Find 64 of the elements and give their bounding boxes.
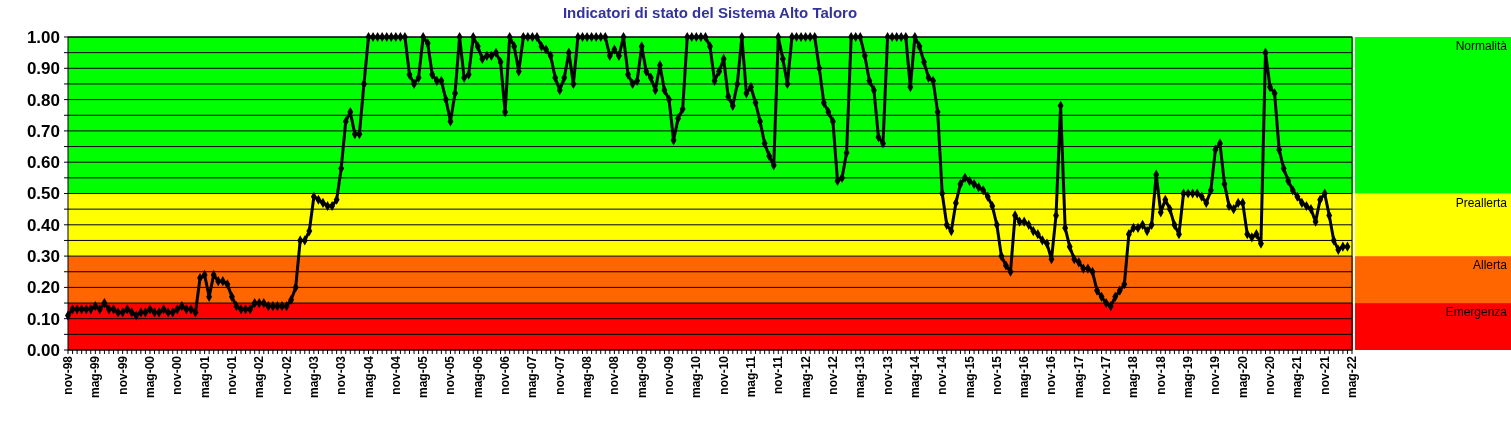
x-tick-label: mag-06 xyxy=(470,355,485,399)
x-tick-label: mag-02 xyxy=(252,355,267,399)
x-tick-label: nov-17 xyxy=(1099,355,1114,395)
x-tick-label: nov-18 xyxy=(1153,355,1168,395)
x-tick-label: mag-08 xyxy=(580,355,595,399)
y-tick-label: 0.30 xyxy=(26,247,60,267)
x-tick-label: mag-10 xyxy=(689,355,704,399)
x-tick-label: nov-01 xyxy=(224,355,239,395)
x-tick-label: mag-22 xyxy=(1345,355,1359,399)
x-tick-label: nov-05 xyxy=(443,355,458,395)
y-tick-label: 0.60 xyxy=(26,153,60,173)
x-tick-label: mag-01 xyxy=(197,355,212,399)
band-label: Normalità xyxy=(1455,39,1508,53)
band-label: Preallerta xyxy=(1455,195,1508,210)
x-tick-label: nov-21 xyxy=(1317,355,1332,395)
x-tick-label: nov-15 xyxy=(989,355,1004,395)
x-tick-label: nov-02 xyxy=(279,355,294,395)
y-tick-label: 0.70 xyxy=(26,121,60,141)
x-tick-label: nov-04 xyxy=(388,355,403,395)
band-label: Allerta xyxy=(1472,258,1508,273)
x-tick-label: nov-10 xyxy=(716,355,731,395)
x-tick-label: nov-08 xyxy=(607,355,622,395)
x-tick-label: nov-99 xyxy=(115,355,130,395)
y-tick-label: 0.80 xyxy=(26,90,60,110)
x-tick-label: mag-18 xyxy=(1126,355,1141,399)
x-tick-label: mag-13 xyxy=(853,355,868,399)
x-tick-label: mag-09 xyxy=(634,355,649,399)
x-tick-label: mag-20 xyxy=(1235,355,1250,399)
y-tick-label: 1.00 xyxy=(26,27,60,47)
x-tick-label: nov-12 xyxy=(825,355,840,395)
x-tick-label: nov-03 xyxy=(334,355,349,395)
y-tick-label: 0.00 xyxy=(26,340,60,360)
x-tick-label: mag-16 xyxy=(1017,355,1032,399)
y-tick-label: 0.20 xyxy=(26,278,60,298)
x-tick-label: nov-16 xyxy=(1044,355,1059,395)
x-tick-label: nov-98 xyxy=(61,355,75,395)
y-tick-label: 0.40 xyxy=(26,215,60,235)
x-tick-label: mag-14 xyxy=(907,355,922,399)
x-tick-label: nov-19 xyxy=(1208,355,1223,395)
x-tick-label: mag-19 xyxy=(1181,355,1196,399)
x-tick-label: mag-05 xyxy=(416,355,431,399)
x-tick-label: mag-04 xyxy=(361,355,376,399)
x-tick-label: nov-14 xyxy=(935,355,950,395)
x-tick-label: mag-15 xyxy=(962,355,977,399)
y-tick-label: 0.10 xyxy=(26,309,60,329)
band-label: Emergenza xyxy=(1445,305,1508,320)
x-tick-label: mag-07 xyxy=(525,355,540,399)
x-tick-label: nov-00 xyxy=(170,355,185,395)
x-tick-label: mag-11 xyxy=(743,355,758,398)
x-tick-label: mag-99 xyxy=(88,355,103,399)
x-tick-label: nov-07 xyxy=(552,355,567,395)
x-tick-label: mag-21 xyxy=(1290,355,1305,399)
x-tick-label: mag-17 xyxy=(1071,355,1086,399)
x-tick-label: mag-12 xyxy=(798,355,813,399)
x-tick-label: mag-03 xyxy=(306,355,321,399)
x-tick-label: nov-13 xyxy=(880,355,895,395)
chart-title: Indicatori di stato del Sistema Alto Taloro xyxy=(562,4,858,21)
x-tick-label: mag-00 xyxy=(142,355,157,399)
x-tick-label: nov-20 xyxy=(1263,355,1278,395)
x-tick-label: nov-06 xyxy=(498,355,513,395)
y-tick-label: 0.90 xyxy=(26,59,60,79)
y-tick-label: 0.50 xyxy=(26,184,60,204)
x-tick-label: nov-09 xyxy=(662,355,677,395)
x-tick-label: nov-11 xyxy=(771,355,786,395)
